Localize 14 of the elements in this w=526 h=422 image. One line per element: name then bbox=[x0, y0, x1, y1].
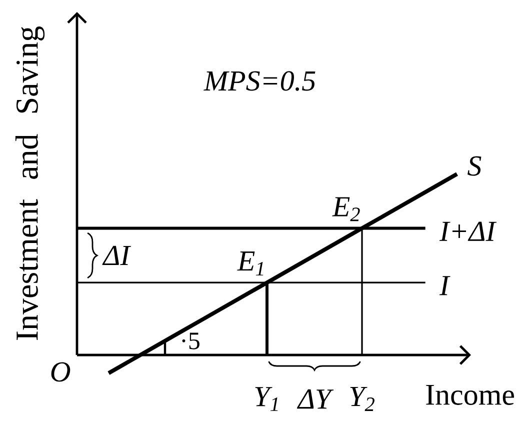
series-label: I+ΔI bbox=[439, 222, 497, 241]
text: O bbox=[51, 362, 70, 382]
series-label: I bbox=[439, 276, 450, 296]
text: ΔY bbox=[296, 389, 334, 409]
y-axis-title: Investment and Saving bbox=[15, 26, 45, 340]
annotation: ·5 bbox=[182, 332, 200, 350]
x-tick-label: Y$_{1}$ bbox=[255, 387, 278, 411]
x-tick-label: Y$_{2}$ bbox=[350, 387, 374, 411]
text: MPS=0.5 bbox=[204, 71, 316, 91]
series-label: S bbox=[468, 156, 482, 176]
x-axis-title: Income bbox=[426, 385, 514, 405]
annotation: E$_{2}$ bbox=[332, 197, 360, 222]
annotation: E$_{1}$ bbox=[237, 252, 264, 276]
annotation: ΔI bbox=[102, 246, 132, 266]
